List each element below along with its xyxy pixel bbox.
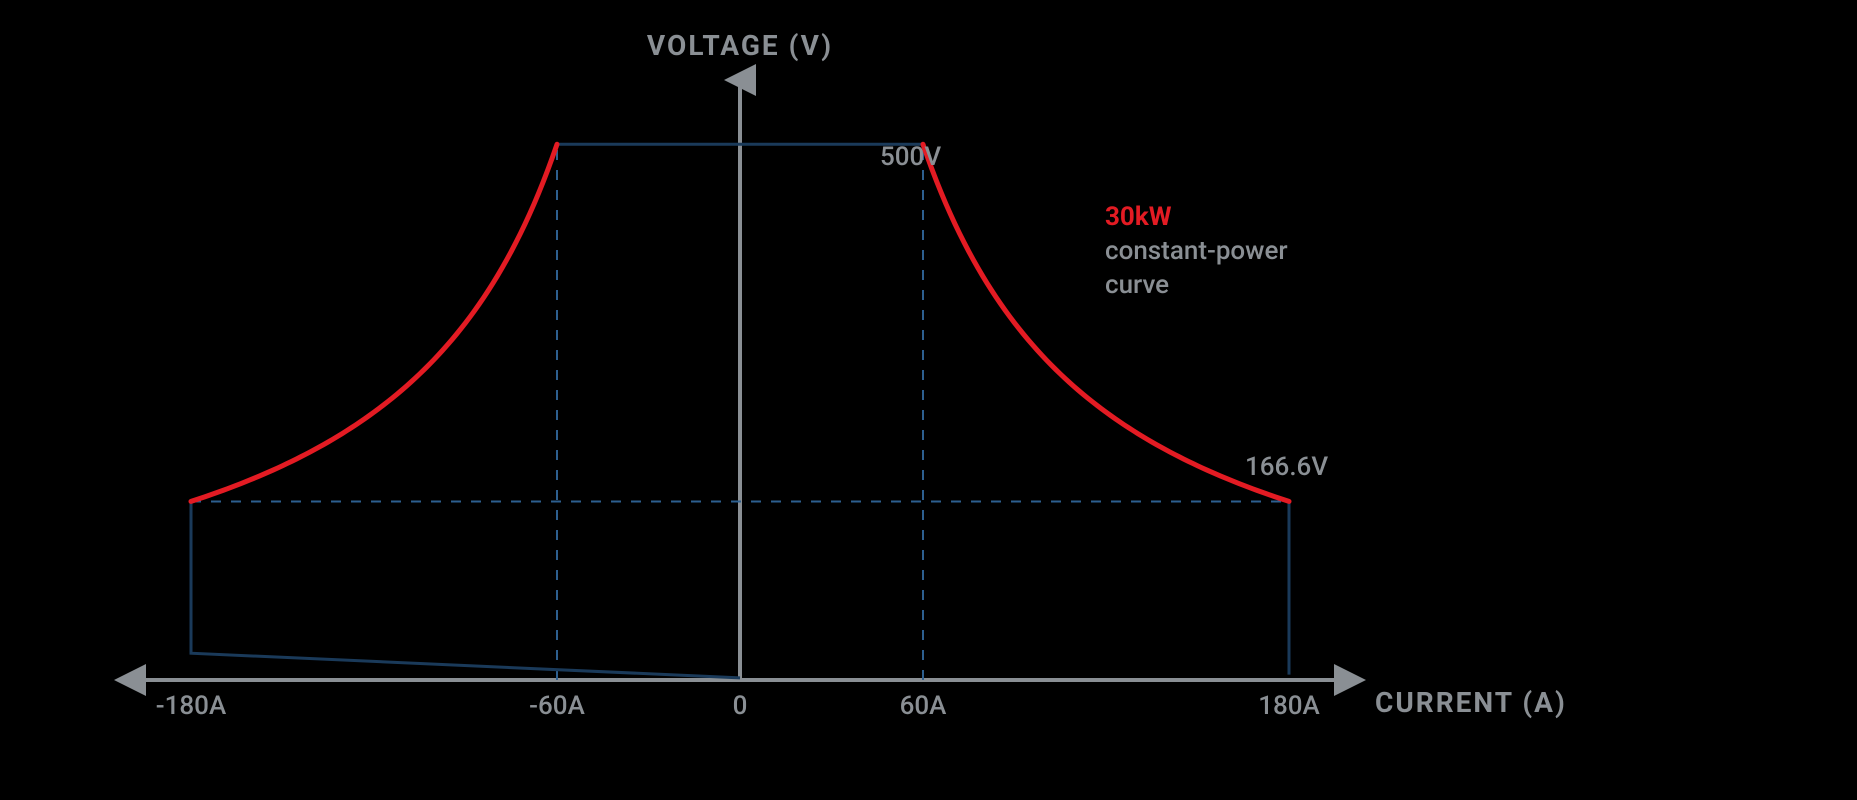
voltage-max-label: 500V <box>880 142 941 172</box>
power-annotation-sub2: curve <box>1105 270 1169 300</box>
power-envelope-chart: -180A -60A 0 60A 180A VOLTAGE (V) CURRENT (A… <box>0 0 1857 800</box>
x-axis-title: CURRENT (A) <box>1375 686 1567 719</box>
x-tick-label: 180A <box>1258 691 1320 721</box>
x-tick-label: -180A <box>156 691 227 721</box>
power-curve-left <box>191 144 557 501</box>
voltage-min-label: 166.6V <box>1245 452 1328 482</box>
envelope-outline <box>191 502 740 678</box>
x-tick-label: 0 <box>733 691 748 721</box>
power-annotation: 30kW <box>1105 202 1172 232</box>
x-tick-label: 60A <box>900 691 948 721</box>
y-axis-title: VOLTAGE (V) <box>647 29 833 62</box>
x-tick-label: -60A <box>529 691 585 721</box>
power-curve-right <box>923 144 1289 501</box>
power-annotation-sub1: constant-power <box>1105 236 1288 266</box>
chart-svg: -180A -60A 0 60A 180A VOLTAGE (V) CURRENT (A… <box>0 0 1857 800</box>
